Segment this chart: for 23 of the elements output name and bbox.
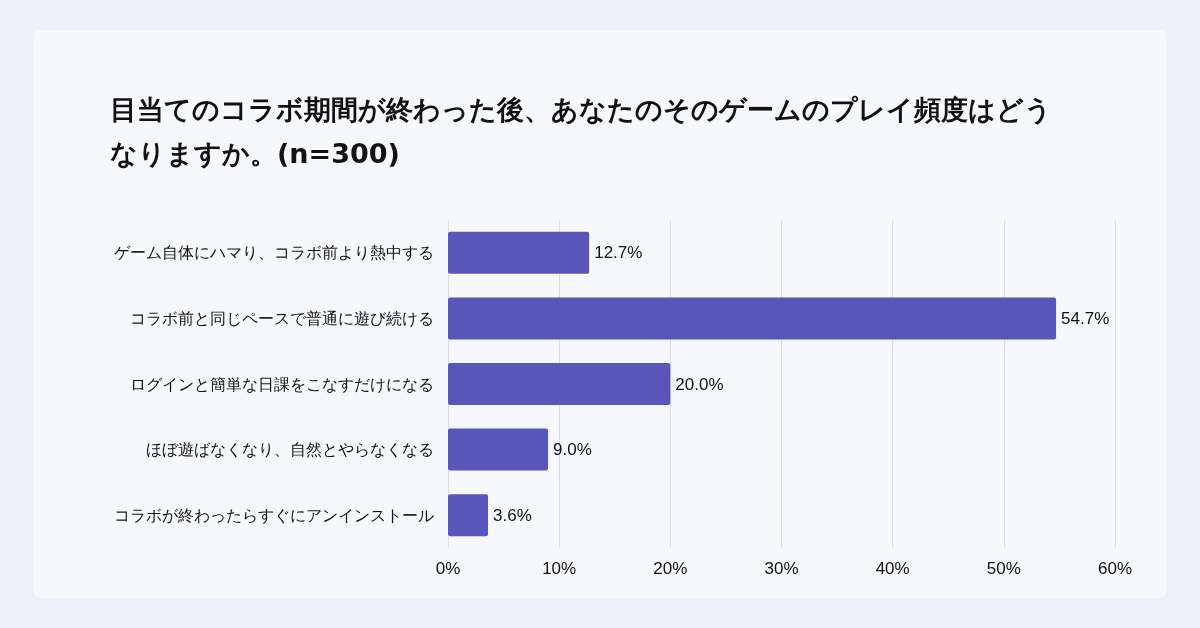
bar [448,428,549,471]
y-tick-label: コラボが終わったらすぐにアンインストール [114,506,434,524]
x-tick-label: 20% [653,559,688,578]
data-label: 20.0% [675,374,724,394]
x-tick-label: 0% [435,559,461,578]
x-tick-label: 60% [1097,559,1133,578]
bar [448,363,671,405]
data-label: 12.7% [594,243,643,263]
y-tick-label: コラボ前と同じペースで普通に遊び続ける [130,309,434,327]
bar [448,231,590,274]
bar [448,297,1057,340]
data-label: 3.6% [493,505,532,525]
data-label: 54.7% [1061,308,1110,328]
y-tick-label: ほぼ遊ばなくなり、自然とやらなくなる [146,441,434,459]
x-tick-label: 30% [764,559,799,578]
y-tick-label: ゲーム自体にハマり、コラボ前より熱中する [114,244,434,262]
x-tick-label: 40% [875,559,910,578]
bar [448,494,489,537]
x-tick-label: 10% [542,559,577,578]
data-label: 9.0% [553,440,592,460]
chart-title: 目当てのコラボ期間が終わった後、あなたのそのゲームのプレイ頻度はどうなりますか。(n=300) [110,93,1053,171]
x-tick-label: 50% [986,559,1021,578]
y-tick-label: ログインと簡単な日課をこなすだけになる [130,375,434,393]
